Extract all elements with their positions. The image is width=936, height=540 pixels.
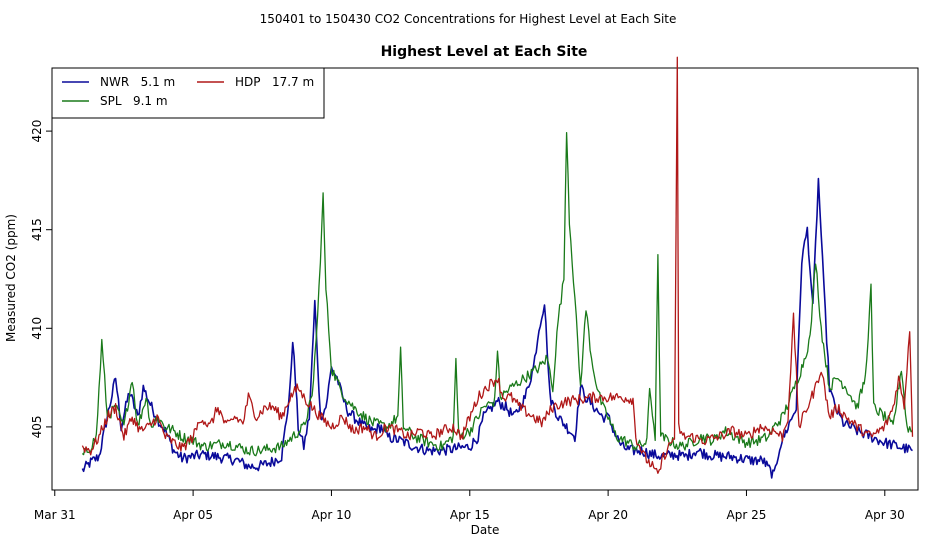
x-tick-label: Apr 10 (312, 508, 352, 522)
chart-title: Highest Level at Each Site (381, 44, 588, 60)
x-tick-label: Apr 20 (588, 508, 628, 522)
series-line-1 (81, 131, 913, 457)
x-tick-label: Apr 15 (450, 508, 490, 522)
series-layer (81, 56, 914, 479)
series-line-2 (81, 56, 914, 474)
x-tick-label: Apr 25 (727, 508, 767, 522)
x-tick-label: Apr 30 (865, 508, 905, 522)
y-tick-label: 420 (30, 120, 44, 143)
y-tick-label: 410 (30, 317, 44, 340)
series-line-0 (81, 177, 913, 479)
legend: NWR 5.1 m SPL 9.1 m HDP 17.7 m (51, 67, 325, 119)
y-axis-label: Measured CO2 (ppm) (4, 214, 18, 342)
y-tick-label: 405 (30, 415, 44, 438)
y-axis: 405 410 415 420 (30, 120, 53, 438)
legend-label: NWR 5.1 m (100, 75, 175, 89)
legend-label: SPL 9.1 m (100, 94, 168, 108)
x-axis: Mar 31 Apr 05 Apr 10 Apr 15 Apr 20 Apr 25 Apr … (34, 489, 905, 522)
chart-suptitle: 150401 to 150430 CO2 Concentrations for … (260, 12, 677, 26)
x-axis-label: Date (471, 523, 500, 537)
x-tick-label: Mar 31 (34, 508, 76, 522)
y-tick-label: 415 (30, 218, 44, 241)
legend-label: HDP 17.7 m (235, 75, 314, 89)
legend-box (51, 67, 325, 119)
x-tick-label: Apr 05 (173, 508, 213, 522)
